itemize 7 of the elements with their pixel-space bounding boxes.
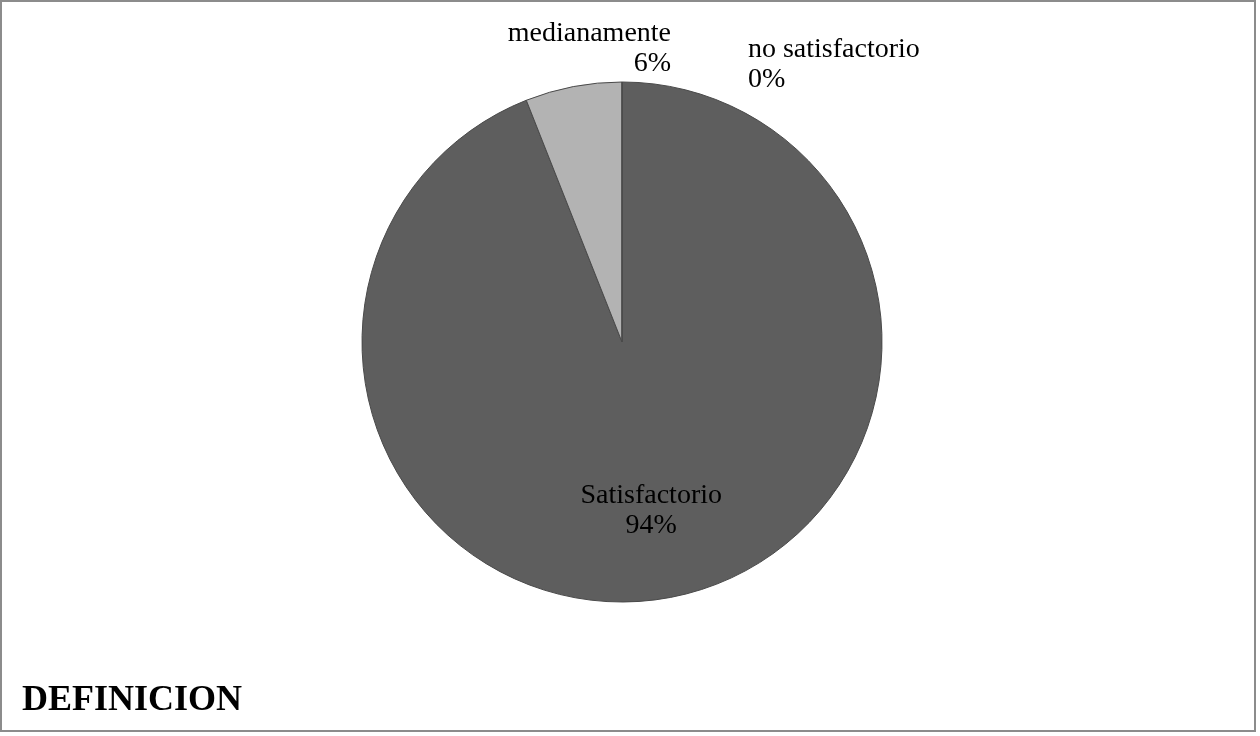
data-label: 94% [625, 508, 677, 540]
text: DEFINICION [22, 678, 243, 718]
category-label: no satisfactorio [747, 32, 920, 64]
data-label: 6% [633, 45, 672, 77]
text: 0% [747, 62, 786, 94]
slice-label: Satisfactorio [580, 478, 722, 510]
slice-label: medianamente [507, 15, 672, 47]
